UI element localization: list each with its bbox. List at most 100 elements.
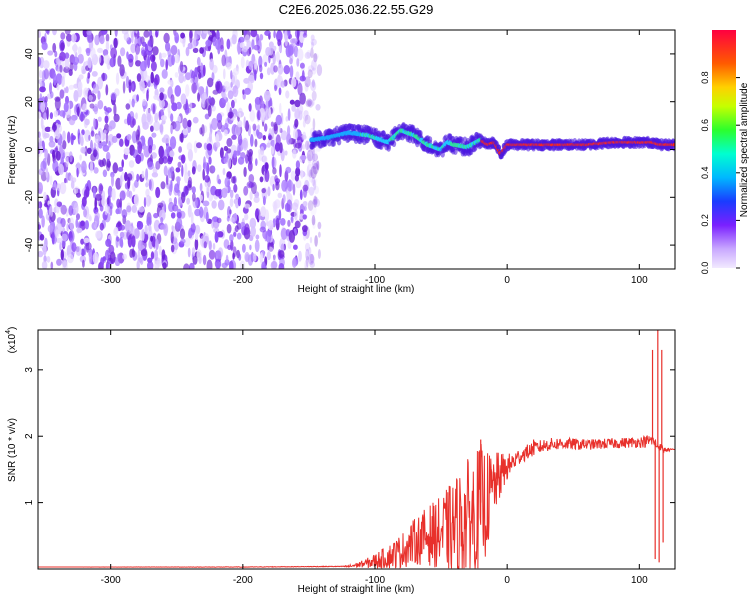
- noise-blob: [238, 253, 242, 261]
- noise-blob: [285, 116, 289, 122]
- noise-blob: [310, 47, 314, 59]
- noise-blob: [141, 170, 145, 179]
- noise-blob: [184, 163, 188, 176]
- noise-blob: [311, 176, 316, 187]
- x-tick-label: -200: [233, 275, 253, 286]
- noise-blob: [192, 192, 196, 202]
- noise-blob: [198, 86, 205, 95]
- noise-blob: [313, 195, 318, 208]
- noise-blob: [302, 114, 309, 121]
- noise-blob: [219, 147, 224, 159]
- noise-blob: [99, 184, 104, 192]
- noise-blob: [308, 253, 315, 265]
- noise-blob: [174, 54, 181, 64]
- colorbar-label: Normalized spectral amplitude: [739, 82, 750, 217]
- noise-blob: [202, 64, 206, 77]
- noise-blob: [214, 231, 219, 243]
- noise-blob: [309, 236, 313, 244]
- noise-blob: [77, 46, 82, 55]
- noise-blob: [226, 137, 233, 147]
- noise-blob: [284, 150, 288, 156]
- noise-blob: [311, 214, 316, 226]
- noise-blob: [63, 102, 69, 113]
- noise-blob: [103, 54, 111, 64]
- noise-blob: [91, 71, 98, 77]
- noise-blob: [105, 84, 109, 96]
- noise-blob: [212, 36, 217, 47]
- noise-blob: [44, 148, 49, 160]
- noise-blob: [174, 72, 179, 78]
- noise-blob: [282, 194, 286, 204]
- noise-blob: [102, 49, 109, 57]
- noise-blob: [243, 77, 250, 84]
- noise-blob: [299, 62, 305, 69]
- snr-line: [38, 435, 675, 569]
- noise-blob: [229, 197, 234, 208]
- noise-blob: [50, 261, 54, 269]
- noise-blob: [169, 136, 177, 150]
- noise-blob: [93, 167, 99, 174]
- track-halo: [496, 144, 501, 151]
- noise-blob: [238, 112, 242, 118]
- noise-blob: [148, 145, 153, 154]
- noise-blob: [65, 157, 69, 168]
- noise-blob: [270, 260, 278, 269]
- noise-blob: [62, 260, 68, 269]
- noise-blob: [69, 62, 74, 71]
- noise-blob: [208, 192, 214, 202]
- noise-blob: [52, 72, 57, 86]
- noise-blob: [283, 65, 291, 75]
- noise-blob: [293, 244, 298, 250]
- noise-blob: [262, 135, 266, 141]
- noise-blob: [267, 219, 274, 231]
- noise-blob: [160, 115, 167, 121]
- noise-blob: [124, 171, 128, 182]
- noise-blob: [122, 253, 127, 260]
- noise-blob: [254, 59, 258, 72]
- noise-blob: [103, 129, 107, 135]
- noise-blob: [286, 30, 291, 37]
- noise-blob: [296, 58, 300, 67]
- noise-blob: [83, 237, 90, 244]
- noise-blob: [79, 133, 84, 146]
- noise-blob: [110, 47, 117, 59]
- noise-blob: [258, 151, 265, 162]
- noise-blob: [150, 235, 154, 242]
- noise-blob: [185, 84, 190, 97]
- noise-blob: [223, 68, 226, 80]
- y-tick-label: 1: [24, 499, 35, 505]
- track-halo: [336, 139, 342, 146]
- noise-blob: [307, 69, 313, 79]
- noise-blob: [135, 112, 138, 120]
- noise-blob: [226, 101, 230, 115]
- noise-blob: [304, 205, 307, 211]
- noise-blob: [147, 136, 154, 149]
- noise-blob: [279, 164, 282, 178]
- noise-blob: [295, 71, 300, 81]
- noise-blob: [316, 64, 323, 76]
- noise-blob: [62, 140, 67, 150]
- noise-blob: [105, 107, 112, 113]
- noise-blob: [199, 182, 203, 192]
- noise-blob: [162, 156, 168, 164]
- noise-blob: [211, 117, 218, 131]
- noise-blob: [240, 56, 245, 69]
- noise-blob: [105, 151, 111, 162]
- noise-blob: [141, 49, 147, 57]
- noise-blob: [109, 205, 113, 216]
- noise-blob: [191, 247, 196, 256]
- noise-blob: [257, 124, 260, 131]
- noise-blob: [237, 144, 241, 155]
- noise-blob: [275, 215, 280, 224]
- noise-blob: [79, 220, 85, 227]
- noise-blob: [160, 217, 164, 224]
- noise-blob: [226, 223, 232, 234]
- noise-blob: [310, 34, 315, 41]
- noise-blob: [66, 33, 73, 42]
- noise-blob: [280, 130, 288, 141]
- noise-blob: [191, 82, 198, 94]
- noise-blob: [304, 83, 309, 92]
- noise-blob: [140, 60, 147, 72]
- y-multiplier: (x104): [5, 327, 18, 354]
